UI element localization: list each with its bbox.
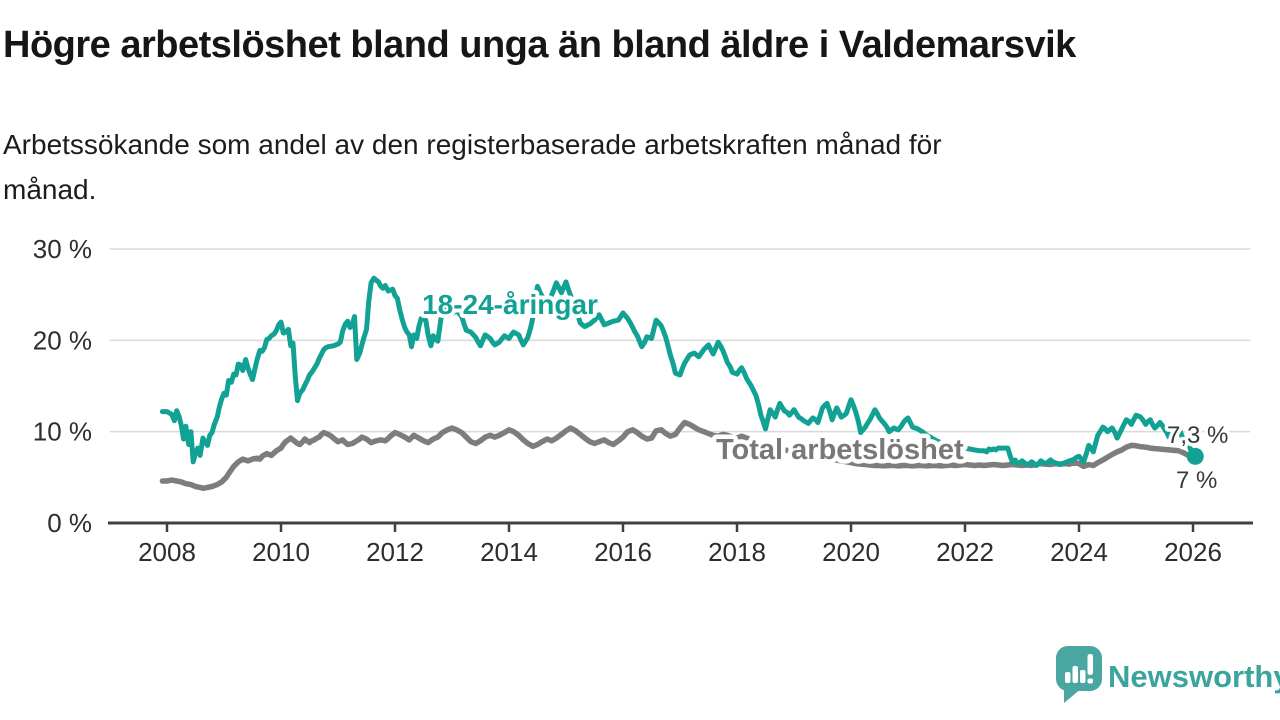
x-axis-ticks bbox=[165, 523, 1195, 532]
newsworthy-logo-text: Newsworthy bbox=[1108, 659, 1280, 694]
x-tick-label: 2016 bbox=[594, 537, 652, 567]
x-axis-tick-labels: 2008 2010 2012 2014 2016 2018 2020 2022 2024 2026 bbox=[138, 537, 1222, 567]
x-tick-label: 2012 bbox=[366, 537, 424, 567]
end-value-youth: 7,3 % bbox=[1167, 422, 1228, 449]
x-tick-label: 2008 bbox=[138, 537, 196, 567]
y-tick-label: 30 % bbox=[33, 234, 92, 264]
x-tick-label: 2020 bbox=[822, 537, 880, 567]
logo-exclamation-dot bbox=[1087, 678, 1093, 684]
y-tick-label: 20 % bbox=[33, 325, 92, 355]
chart-annotations: 18-24-åringar Total arbetslöshet 7,3 % 7 % bbox=[418, 285, 1232, 498]
page-title: Högre arbetslöshet bland unga än bland ä… bbox=[3, 24, 1076, 66]
logo-exclamation-bar bbox=[1087, 654, 1093, 675]
horizontal-gridlines bbox=[110, 248, 1250, 433]
y-axis-tick-labels: 0 % 10 % 20 % 30 % bbox=[33, 234, 92, 538]
newsworthy-logo-icon bbox=[1056, 646, 1102, 703]
x-tick-label: 2014 bbox=[480, 537, 538, 567]
chart-subtitle-line1: Arbetssökande som andel av den registerb… bbox=[3, 129, 942, 160]
chart-subtitle: Arbetssökande som andel av den registerb… bbox=[3, 122, 1223, 212]
y-tick-label: 10 % bbox=[33, 417, 92, 447]
x-tick-label: 2022 bbox=[936, 537, 994, 567]
x-tick-label: 2026 bbox=[1164, 537, 1222, 567]
series-youth-line bbox=[159, 275, 1198, 468]
logo-bar-2 bbox=[1072, 666, 1078, 683]
logo-bar-3 bbox=[1080, 670, 1086, 683]
series-youth-end-dot bbox=[1186, 447, 1204, 465]
series-label-total: Total arbetslöshet bbox=[716, 434, 964, 466]
chart-subtitle-line2: månad. bbox=[3, 174, 97, 205]
logo-bar-1 bbox=[1065, 672, 1071, 683]
x-tick-label: 2024 bbox=[1050, 537, 1108, 567]
newsworthy-logo: Newsworthy bbox=[1056, 646, 1280, 703]
series-label-youth: 18-24-åringar bbox=[422, 289, 598, 320]
y-tick-label: 0 % bbox=[47, 508, 92, 538]
x-tick-label: 2010 bbox=[252, 537, 310, 567]
end-value-total: 7 % bbox=[1176, 467, 1217, 494]
x-tick-label: 2018 bbox=[708, 537, 766, 567]
series-total-line bbox=[159, 419, 1199, 492]
